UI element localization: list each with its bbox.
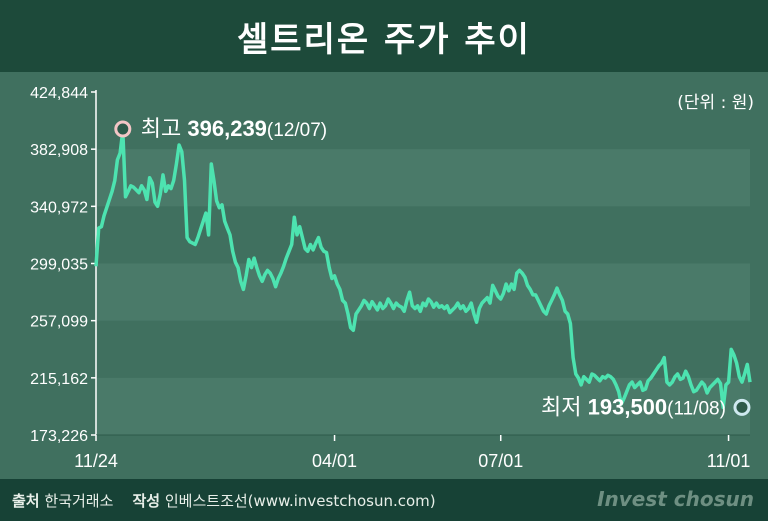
x-tick-label: 11/01 — [707, 451, 751, 471]
y-tick-label: 257,099 — [30, 314, 88, 331]
grid-band — [96, 263, 750, 321]
unit-label: (단위 : 원) — [677, 93, 754, 113]
low-marker — [733, 398, 751, 416]
x-tick-label: 04/01 — [312, 451, 357, 471]
high-marker — [114, 120, 132, 138]
y-tick-label: 299,035 — [30, 257, 88, 274]
source-line: 출처 한국거래소 작성 인베스트조선(www.investchosun.com) — [12, 490, 436, 511]
footer: 출처 한국거래소 작성 인베스트조선(www.investchosun.com)… — [0, 479, 768, 521]
author-label: 작성 — [132, 492, 161, 510]
y-tick-label: 424,844 — [30, 85, 88, 102]
brand-logo: Invest chosun — [597, 487, 754, 511]
source-value: 한국거래소 — [44, 492, 114, 510]
y-tick-label: 215,162 — [30, 371, 88, 388]
grid-band — [96, 149, 750, 207]
x-tick-label: 11/24 — [74, 451, 118, 471]
y-tick-label: 382,908 — [30, 142, 88, 159]
x-tick-label: 07/01 — [478, 451, 523, 471]
y-tick-label: 340,972 — [30, 199, 88, 216]
chart-header: 셀트리온 주가 추이 — [0, 0, 768, 72]
high-annotation: 최고 396,239(12/07) — [141, 116, 327, 141]
chart-title: 셀트리온 주가 추이 — [237, 19, 531, 60]
y-tick-label: 173,226 — [30, 428, 88, 445]
series-line — [94, 129, 752, 410]
author-value: 인베스트조선(www.investchosun.com) — [164, 492, 436, 510]
source-label: 출처 — [12, 492, 40, 510]
stock-line-chart: 424,844 382,908 340,972 299,035 257,099 215,1… — [30, 85, 752, 471]
low-annotation: 최저 193,500(11/08) — [541, 394, 726, 419]
